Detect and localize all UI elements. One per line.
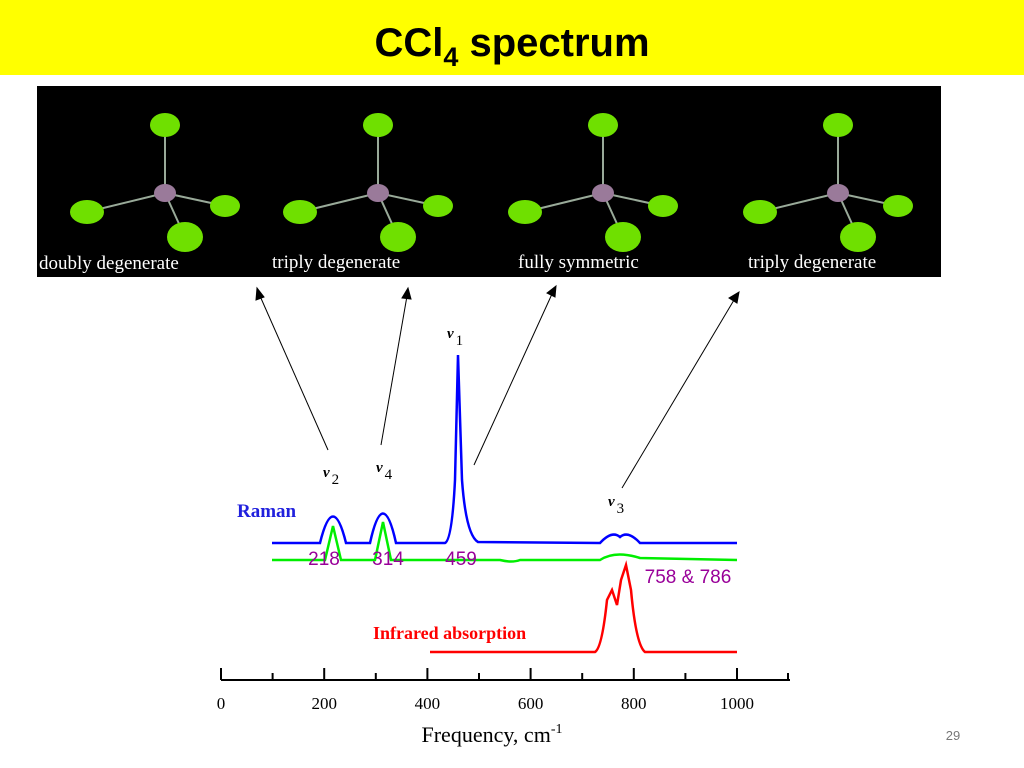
peak-value: 314 [372,549,404,570]
chlorine-atom [150,113,180,137]
arrows [255,284,740,489]
x-tick-label: 0 [217,694,226,713]
title-main: CCl [374,21,443,65]
molecules [70,113,913,252]
slide-title: CCl4 spectrum [374,21,649,72]
raman-curve-2 [272,521,738,563]
peak-values: 218 314 459 758 & 786 [308,549,731,588]
x-tick-label: 1000 [720,694,754,713]
carbon-atom [592,184,614,202]
peak-value: 218 [308,549,340,570]
chlorine-atom [283,200,317,224]
carbon-atom [827,184,849,202]
chlorine-atom [210,195,240,217]
chlorine-atom [380,222,416,252]
chlorine-atom [70,200,104,224]
header-band [0,0,1024,75]
chlorine-atom [743,200,777,224]
ir-label: Infrared absorption [373,623,526,643]
chlorine-atom [167,222,203,252]
mode-labels: doubly degenerate triply degenerate full… [39,252,876,274]
spectrum-area [176,277,850,768]
x-ticks: 0 200 400 600 800 1000 [217,668,789,713]
x-tick-label: 600 [518,694,544,713]
raman-label: Raman [237,501,297,522]
peak-value: 758 & 786 [645,567,732,588]
x-axis-label: Frequency, cm-1 [422,722,563,747]
chlorine-atom [823,113,853,137]
chlorine-atom [363,113,393,137]
raman-curve [272,354,737,545]
mode-label: fully symmetric [518,252,639,273]
chlorine-atom [648,195,678,217]
title-rest: spectrum [458,21,649,65]
x-tick-label: 800 [621,694,647,713]
chlorine-atom [423,195,453,217]
carbon-atom [367,184,389,202]
peak-value: 459 [445,549,477,570]
chlorine-atom [508,200,542,224]
chlorine-atom [588,113,618,137]
ir-curve [430,560,737,654]
title-subscript: 4 [443,42,458,72]
x-tick-label: 200 [311,694,337,713]
chlorine-atom [883,195,913,217]
x-tick-label: 400 [415,694,441,713]
carbon-atom [154,184,176,202]
mode-label: triply degenerate [272,252,400,273]
chlorine-atom [605,222,641,252]
mode-label: doubly degenerate [39,253,179,274]
mode-label: triply degenerate [748,252,876,273]
page-number: 29 [946,728,960,743]
molecule-panel [37,86,941,277]
chlorine-atom [840,222,876,252]
